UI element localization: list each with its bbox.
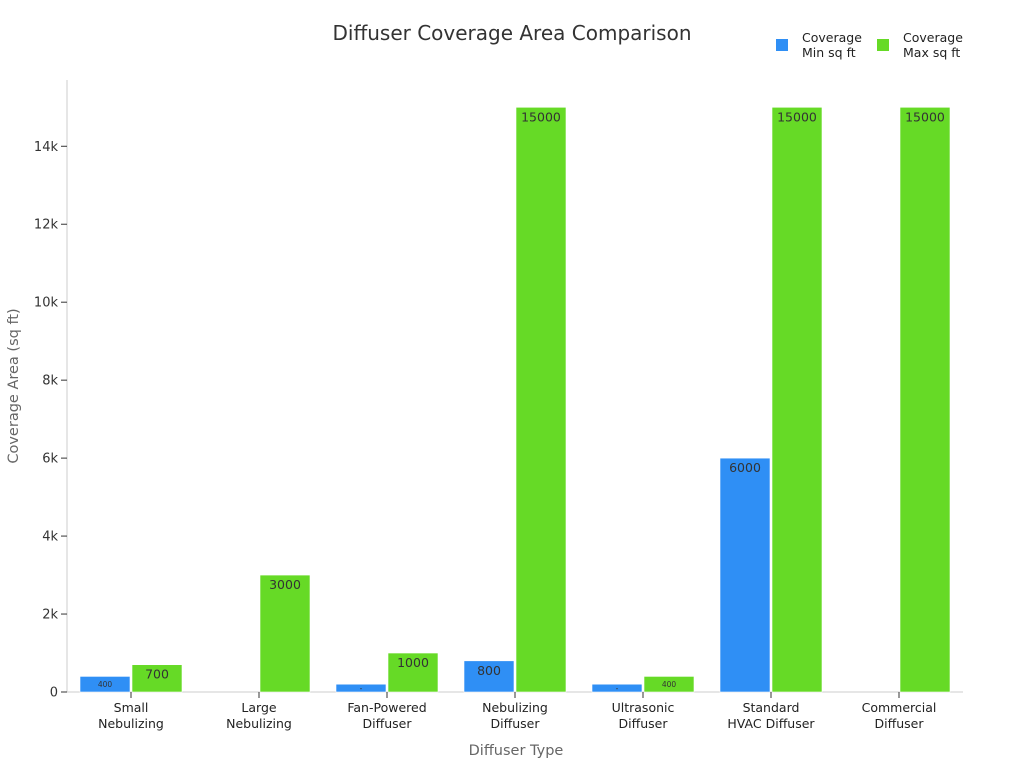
bar-max (643, 676, 695, 693)
bar-data-label: 15000 (905, 109, 945, 124)
x-tick-label: Large Nebulizing (226, 700, 292, 731)
x-tick-label-line: Large (241, 700, 276, 715)
x-tick-label: Nebulizing Diffuser (482, 700, 548, 731)
x-tick-label-line: Fan-Powered (347, 700, 426, 715)
bar-data-label: 400 (98, 680, 113, 689)
legend-label-line: Coverage (903, 30, 963, 45)
bar-max (899, 106, 951, 693)
x-tick-label-line: Small (114, 700, 149, 715)
y-tick-label: 4k (42, 530, 58, 545)
bar-min (463, 660, 515, 693)
x-tick-label: Small Nebulizing (98, 700, 164, 731)
x-tick-label-line: Diffuser (363, 716, 413, 731)
x-tick-label: Standard HVAC Diffuser (727, 700, 815, 731)
x-tick-label: Ultrasonic Diffuser (612, 700, 675, 731)
legend-label-line: Min sq ft (802, 45, 856, 60)
bar-data-label: 1000 (397, 655, 429, 670)
bar-min (591, 683, 643, 693)
x-tick-label: Fan-Powered Diffuser (347, 700, 426, 731)
bar-data-label: 15000 (521, 109, 561, 124)
bar-max (131, 664, 183, 693)
bar-data-label: 3000 (269, 577, 301, 592)
x-tick-label-line: HVAC Diffuser (727, 716, 815, 731)
legend-label-line: Coverage (802, 30, 862, 45)
x-tick-label-line: Diffuser (491, 716, 541, 731)
legend-swatch (776, 39, 788, 51)
legend-swatch (877, 39, 889, 51)
x-tick-label-line: Commercial (862, 700, 937, 715)
bar-max (259, 574, 311, 693)
x-tick-label-line: Nebulizing (226, 716, 292, 731)
bar-max (771, 106, 823, 693)
y-tick-label: 0 (50, 686, 58, 701)
bar-min (335, 683, 387, 693)
x-tick-label: Commercial Diffuser (862, 700, 937, 731)
y-tick-label: 12k (34, 218, 59, 233)
bar-max (515, 106, 567, 693)
x-axis-title: Diffuser Type (469, 743, 564, 759)
bar-data-label: 6000 (729, 460, 761, 475)
y-tick-label: 2k (42, 608, 58, 623)
legend-label: Coverage Max sq ft (903, 30, 963, 60)
bar-max (387, 652, 439, 693)
x-tick-label-line: Nebulizing (482, 700, 548, 715)
x-tick-label-line: Standard (743, 700, 800, 715)
y-tick-label: 10k (34, 296, 59, 311)
y-axis-ticks: 0 2k 4k 6k 8k 10k 12k 14k (34, 140, 67, 701)
bar-data-label: 15000 (777, 109, 817, 124)
bar-min (719, 457, 771, 693)
x-tick-label-line: Diffuser (875, 716, 925, 731)
y-tick-label: 8k (42, 374, 58, 389)
y-tick-label: 14k (34, 140, 59, 155)
bar-data-label: 800 (477, 663, 501, 678)
x-tick-label-line: Ultrasonic (612, 700, 675, 715)
bar-data-label: - (360, 684, 363, 693)
y-tick-label: 6k (42, 452, 58, 467)
chart-title: Diffuser Coverage Area Comparison (332, 21, 691, 45)
bar-data-label: 700 (145, 667, 169, 682)
x-tick-label-line: Diffuser (619, 716, 669, 731)
x-tick-label-line: Nebulizing (98, 716, 164, 731)
bars: 400 700 3000 - 1000 800 15000 - 400 6000 15000 1500… (79, 106, 951, 693)
legend-label-line: Max sq ft (903, 45, 960, 60)
legend-label: Coverage Min sq ft (802, 30, 862, 60)
bar-min (79, 676, 131, 693)
bar-data-label: - (616, 684, 619, 693)
y-axis-title: Coverage Area (sq ft) (6, 308, 22, 463)
bar-data-label: 400 (662, 680, 677, 689)
